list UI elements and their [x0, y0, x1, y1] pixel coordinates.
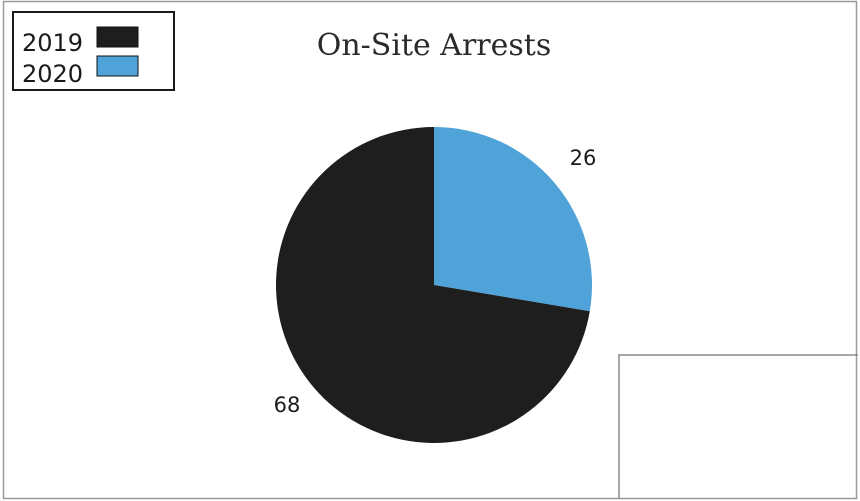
legend-label-2020: 2020	[22, 60, 83, 88]
pie-slice-2020	[434, 127, 593, 312]
chart-title: On-Site Arrests	[317, 28, 552, 63]
legend-swatch-2020	[96, 55, 139, 77]
legend-swatch-2019	[96, 26, 139, 48]
legend: 2019 2020	[12, 11, 175, 91]
data-label-2019: 68	[274, 393, 301, 417]
data-label-2020: 26	[570, 146, 597, 170]
legend-box	[12, 11, 175, 91]
legend-label-2019: 2019	[22, 29, 83, 57]
page-edge-step	[618, 354, 858, 499]
pie: 26 68	[274, 127, 597, 443]
pie-slice-2019	[276, 127, 590, 443]
